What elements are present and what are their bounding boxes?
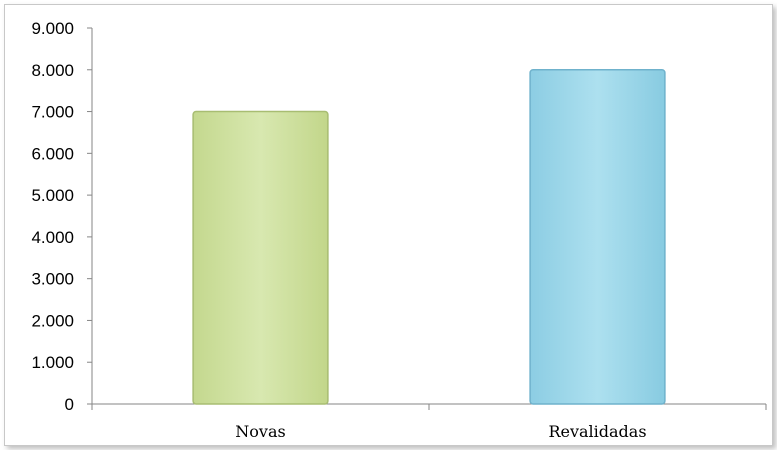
y-tick-label: 6.000 — [31, 144, 74, 163]
bar-revalidadas — [529, 69, 666, 405]
y-tick-label: 0 — [65, 395, 74, 414]
bar-novas — [192, 110, 329, 405]
y-tick-label: 9.000 — [31, 19, 74, 38]
y-axis: 0 1.000 2.000 3.000 4.000 5.000 6.000 7.000 8.00… — [31, 19, 93, 414]
y-tick-label: 8.000 — [31, 61, 74, 80]
y-tick-label: 4.000 — [31, 228, 74, 247]
x-axis: Novas Revalidadas — [91, 403, 767, 441]
y-tick-label: 2.000 — [31, 311, 74, 330]
y-tick-label: 5.000 — [31, 186, 74, 205]
x-tick-label-revalidadas: Revalidadas — [548, 422, 646, 441]
bars — [192, 69, 666, 405]
y-tick-label: 1.000 — [31, 353, 74, 372]
y-tick-label: 7.000 — [31, 103, 74, 122]
y-tick-label: 3.000 — [31, 270, 74, 289]
x-tick-label-novas: Novas — [235, 422, 285, 441]
